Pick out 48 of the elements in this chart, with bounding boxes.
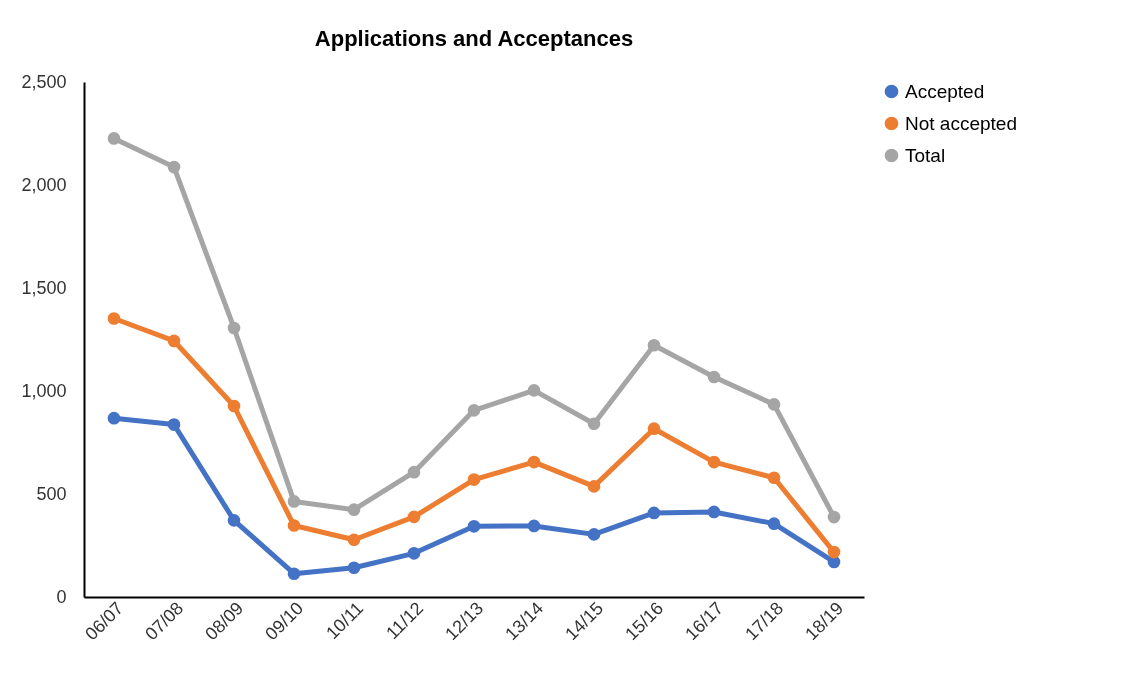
- point: [587, 528, 601, 541]
- y-tick-label: 0: [56, 586, 67, 607]
- point: [647, 422, 661, 436]
- point: [407, 465, 421, 479]
- y-tick-label: 500: [36, 483, 67, 504]
- point: [227, 514, 241, 527]
- point: [107, 411, 121, 425]
- point: [827, 545, 841, 559]
- point: [167, 160, 181, 174]
- point: [707, 505, 721, 519]
- point: [707, 370, 721, 384]
- point: [647, 338, 661, 352]
- point: [467, 473, 481, 486]
- point: [287, 519, 301, 532]
- point: [827, 510, 841, 524]
- point: [227, 399, 241, 413]
- point: [287, 567, 301, 581]
- point: [107, 132, 121, 145]
- legend-label: Not accepted: [905, 112, 1017, 134]
- point: [767, 471, 781, 485]
- point: [767, 517, 781, 530]
- point: [407, 510, 421, 524]
- point: [707, 455, 721, 469]
- y-tick-label: 1,500: [21, 277, 67, 298]
- point: [467, 404, 481, 417]
- point: [647, 506, 661, 520]
- point: [527, 384, 541, 397]
- point: [107, 312, 121, 325]
- point: [767, 398, 781, 411]
- point: [587, 417, 601, 431]
- point: [587, 480, 601, 493]
- point: [347, 533, 361, 547]
- legend-label: Accepted: [905, 80, 985, 102]
- y-tick-label: 1,000: [21, 380, 67, 401]
- point: [287, 495, 301, 508]
- point: [527, 519, 541, 533]
- y-tick-label: 2,000: [21, 174, 67, 195]
- y-tick-label: 2,500: [21, 71, 67, 92]
- point: [347, 561, 361, 575]
- legend-label: Total: [905, 144, 946, 166]
- point: [467, 520, 481, 533]
- point: [407, 547, 421, 560]
- point: [227, 321, 241, 335]
- chart-title: Applications and Acceptances: [314, 26, 634, 51]
- point: [527, 455, 541, 469]
- point: [167, 334, 181, 348]
- point: [167, 418, 181, 431]
- point: [347, 503, 361, 516]
